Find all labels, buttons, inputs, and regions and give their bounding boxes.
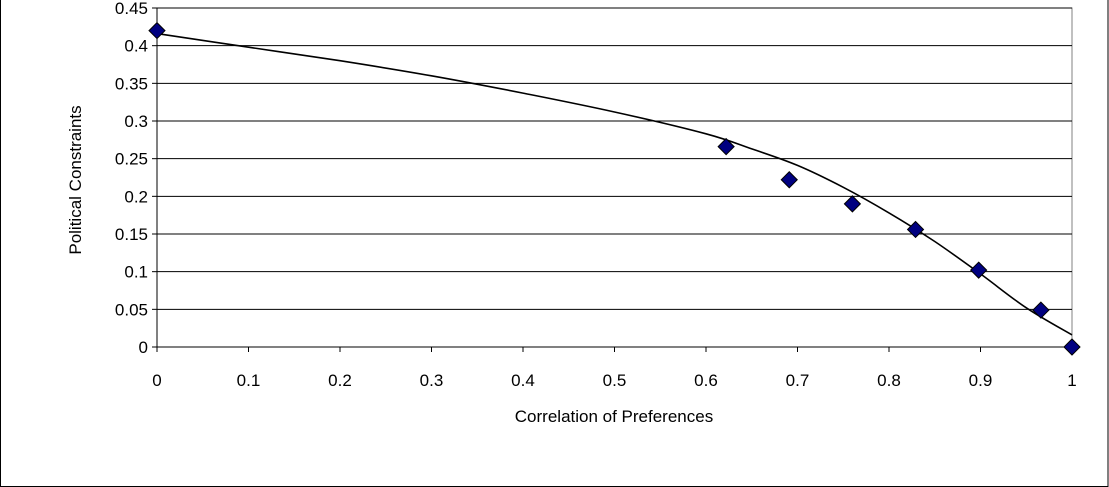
data-point bbox=[780, 171, 798, 189]
y-tick-label: 0.3 bbox=[124, 112, 148, 131]
data-point bbox=[717, 137, 735, 156]
data-point bbox=[1032, 301, 1050, 319]
x-tick-label: 0.4 bbox=[511, 371, 535, 390]
y-tick-label: 0.1 bbox=[124, 263, 148, 282]
x-tick-label: 0.1 bbox=[237, 371, 261, 390]
y-tick-label: 0.4 bbox=[124, 37, 148, 56]
x-tick-label: 0.8 bbox=[877, 371, 901, 390]
x-tick-label: 0.7 bbox=[786, 371, 810, 390]
plot-area: 0 0.1 0.2 0.3 0.4 0.5 0.6 0.7 0.8 0.9 1 0 0.05 0.1 0.… bbox=[115, 0, 1081, 390]
x-tick-label: 0.9 bbox=[969, 371, 993, 390]
x-axis-ticks: 0 0.1 0.2 0.3 0.4 0.5 0.6 0.7 0.8 0.9 1 bbox=[152, 347, 1077, 390]
data-point bbox=[843, 195, 862, 213]
data-point bbox=[969, 261, 988, 279]
y-tick-label: 0.2 bbox=[124, 187, 148, 206]
x-axis-label: Correlation of Preferences bbox=[515, 407, 713, 426]
grid-lines bbox=[157, 7, 1072, 310]
y-tick-label: 0.35 bbox=[115, 74, 148, 93]
x-tick-label: 1 bbox=[1067, 371, 1076, 390]
y-tick-label: 0.25 bbox=[115, 150, 148, 169]
data-markers bbox=[148, 21, 1081, 356]
y-tick-label: 0 bbox=[139, 338, 148, 357]
x-tick-label: 0.3 bbox=[420, 371, 444, 390]
x-tick-label: 0.2 bbox=[328, 371, 352, 390]
y-tick-label: 0.45 bbox=[115, 0, 148, 18]
x-tick-label: 0 bbox=[152, 371, 161, 390]
data-point bbox=[906, 220, 925, 239]
y-axis-ticks: 0 0.05 0.1 0.15 0.2 0.25 0.3 0.35 0.4 0.45 bbox=[115, 0, 157, 357]
x-tick-label: 0.6 bbox=[694, 371, 718, 390]
data-point bbox=[148, 21, 166, 40]
y-tick-label: 0.15 bbox=[115, 225, 148, 244]
data-point bbox=[1063, 338, 1081, 356]
y-axis-label: Political Constraints bbox=[66, 105, 85, 254]
y-tick-label: 0.05 bbox=[115, 300, 148, 319]
x-tick-label: 0.5 bbox=[603, 371, 627, 390]
